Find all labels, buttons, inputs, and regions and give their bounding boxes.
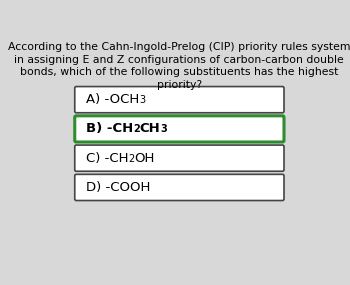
Text: CH: CH <box>140 123 160 135</box>
FancyBboxPatch shape <box>75 116 284 142</box>
Text: According to the Cahn-Ingold-Prelog (CIP) priority rules system: According to the Cahn-Ingold-Prelog (CIP… <box>8 42 350 52</box>
Text: D) -COOH: D) -COOH <box>86 181 150 194</box>
Text: 2: 2 <box>128 154 134 164</box>
Text: B) -CH: B) -CH <box>86 123 133 135</box>
Text: 3: 3 <box>139 95 145 105</box>
Text: A) -OCH: A) -OCH <box>86 93 139 106</box>
Text: OH: OH <box>134 152 155 165</box>
Text: bonds, which of the following substituents has the highest: bonds, which of the following substituen… <box>20 67 338 77</box>
FancyBboxPatch shape <box>75 87 284 113</box>
Text: C) -CH: C) -CH <box>86 152 128 165</box>
FancyBboxPatch shape <box>75 174 284 201</box>
Text: in assigning E and Z configurations of carbon-carbon double: in assigning E and Z configurations of c… <box>14 55 344 65</box>
Text: 2: 2 <box>133 125 140 135</box>
Text: 3: 3 <box>160 125 167 135</box>
Text: priority?: priority? <box>157 80 202 90</box>
FancyBboxPatch shape <box>75 145 284 171</box>
